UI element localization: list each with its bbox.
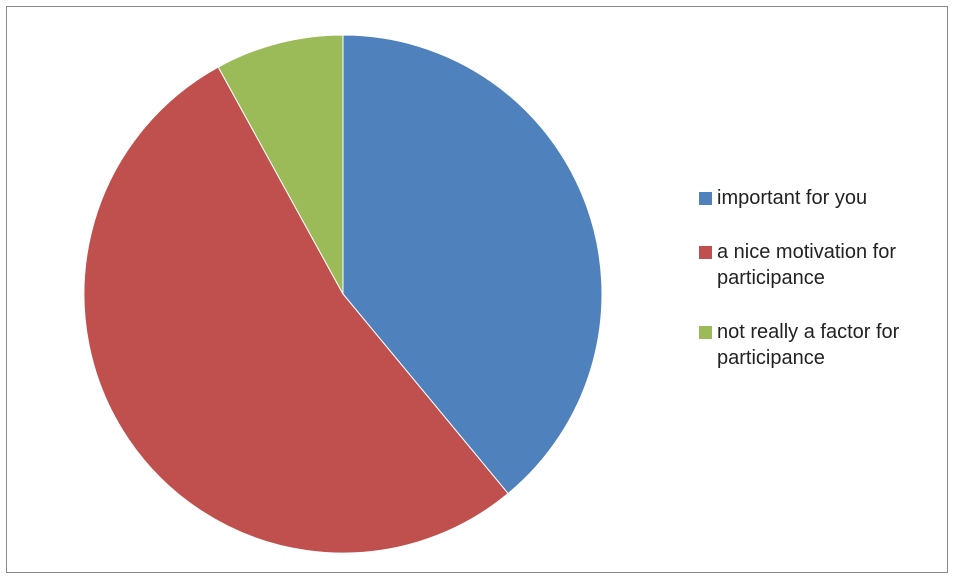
- legend-swatch: [699, 326, 712, 339]
- legend: important for you a nice motivation for …: [697, 185, 947, 399]
- pie-slice: [342, 34, 603, 495]
- legend-item: not really a factor for participance: [697, 319, 947, 371]
- legend-label: a nice motivation for participance: [717, 241, 896, 289]
- pie-slice: [217, 34, 344, 295]
- legend-label: important for you: [717, 187, 868, 209]
- pie-slice: [83, 66, 509, 554]
- legend-swatch: [699, 246, 712, 259]
- legend-label: not really a factor for participance: [717, 321, 900, 369]
- legend-swatch: [699, 192, 712, 205]
- chart-area: important for you a nice motivation for …: [6, 6, 948, 573]
- pie-chart: [83, 34, 603, 554]
- legend-item: a nice motivation for participance: [697, 239, 947, 291]
- legend-item: important for you: [697, 185, 947, 211]
